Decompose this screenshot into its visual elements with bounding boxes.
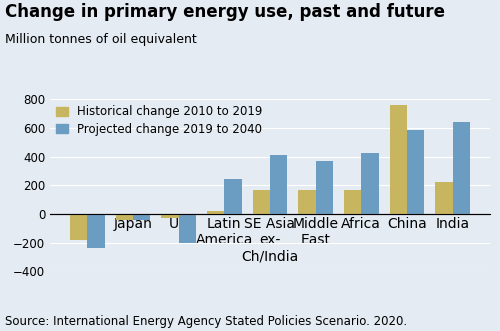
Bar [407,130,424,214]
Bar [133,214,150,220]
Bar [316,161,333,214]
Bar [298,190,316,214]
Bar [116,214,133,220]
Bar [207,211,224,214]
Bar [436,182,452,214]
Text: Million tonnes of oil equivalent: Million tonnes of oil equivalent [5,33,197,46]
Bar [344,190,362,214]
Bar [88,214,104,249]
Bar [362,153,378,214]
Bar [70,214,87,240]
Text: Source: International Energy Agency Stated Policies Scenario. 2020.: Source: International Energy Agency Stat… [5,315,407,328]
Bar [252,190,270,214]
Legend: Historical change 2010 to 2019, Projected change 2019 to 2040: Historical change 2010 to 2019, Projecte… [56,105,262,136]
Bar [178,214,196,244]
Text: Change in primary energy use, past and future: Change in primary energy use, past and f… [5,3,445,21]
Bar [162,214,178,218]
Bar [270,155,287,214]
Bar [452,122,470,214]
Bar [390,105,407,214]
Bar [224,179,242,214]
